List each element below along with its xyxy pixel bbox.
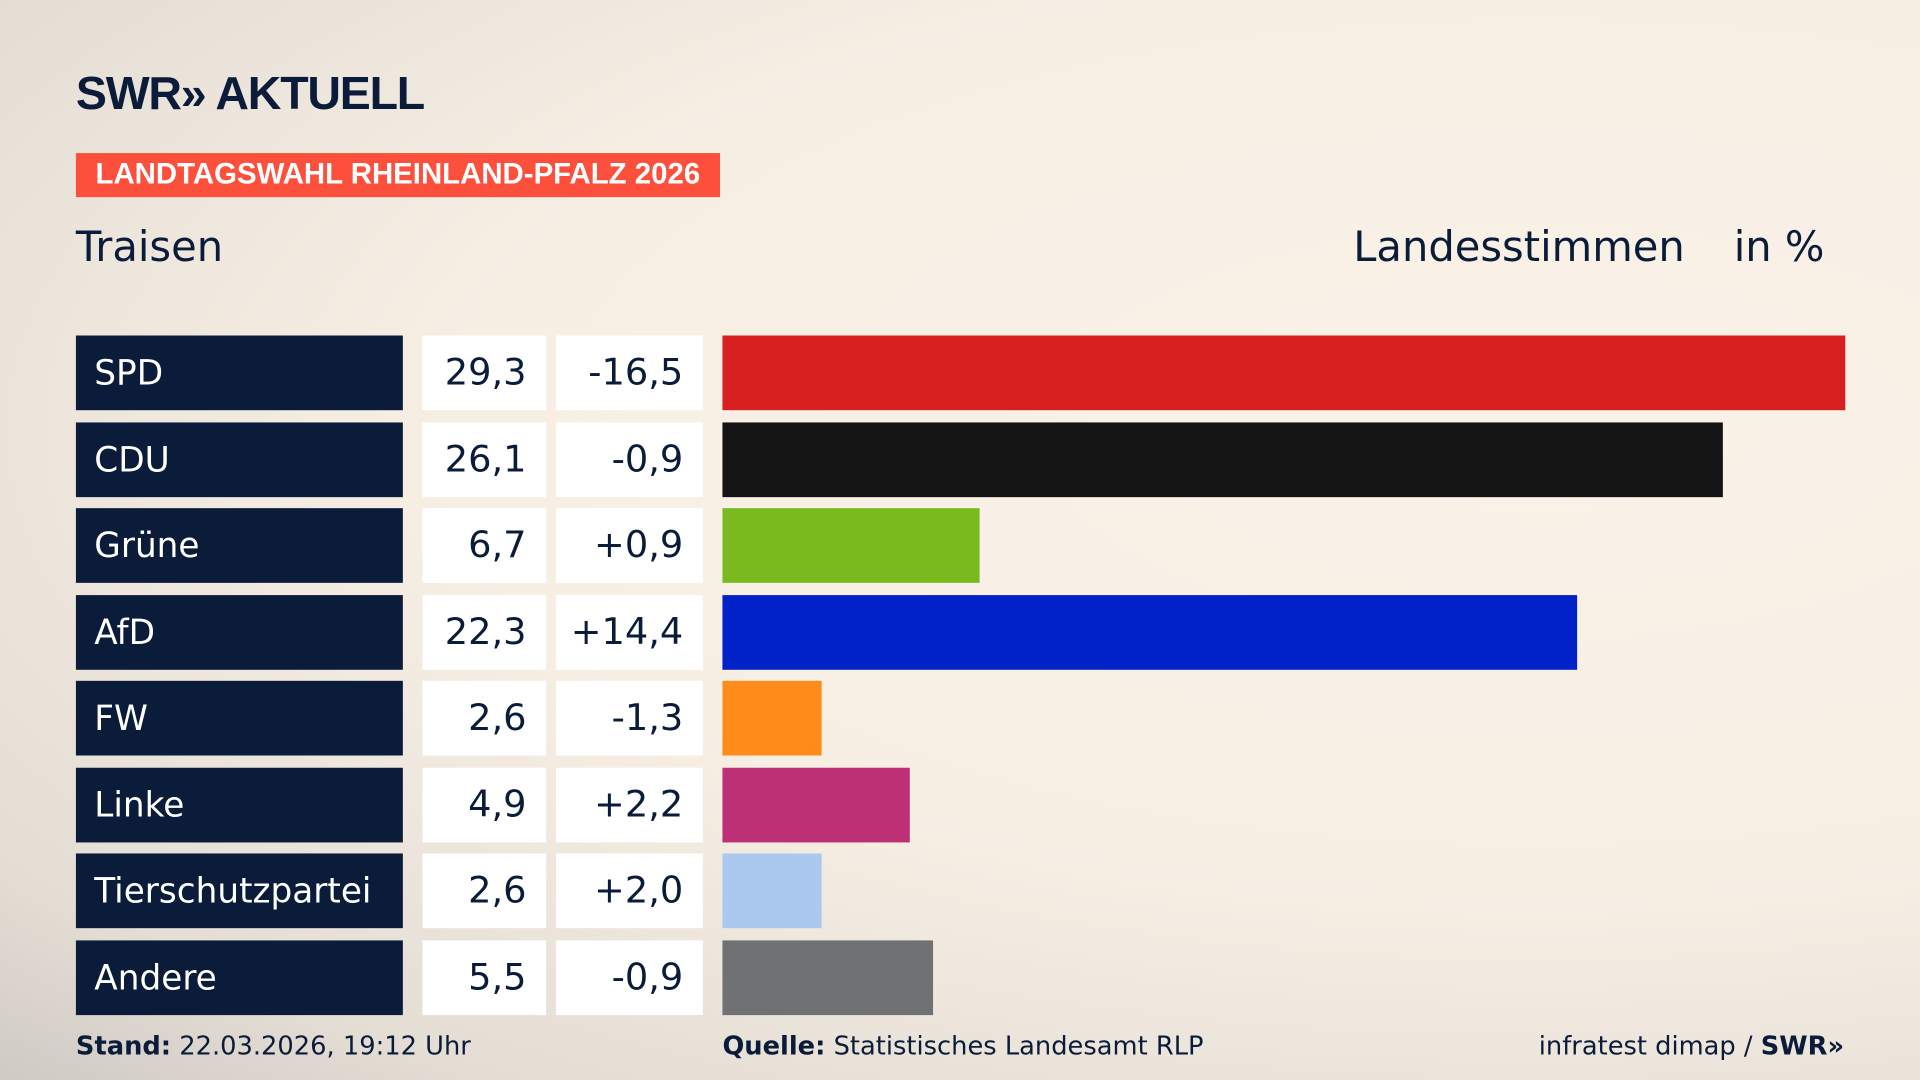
value-label: 2,6 [422, 680, 547, 756]
bar [722, 594, 1578, 670]
stand-label: Stand: [75, 1031, 172, 1061]
bar [722, 508, 980, 583]
value-label: 22,3 [422, 594, 547, 670]
party-label: Linke [75, 767, 403, 842]
source-label: Quelle: [722, 1031, 826, 1061]
bar [722, 767, 911, 842]
stand-value: 22.03.2026, 19:12 Uhr [179, 1031, 471, 1061]
value-label: 6,7 [422, 508, 547, 583]
diff-label: +0,9 [555, 508, 703, 583]
diff-label: +14,4 [555, 594, 703, 670]
measure-label: Landesstimmen [1353, 222, 1685, 272]
diff-label: -0,9 [555, 421, 703, 497]
party-label: CDU [75, 421, 403, 497]
diff-label: +2,2 [555, 767, 703, 842]
party-label: Andere [75, 939, 403, 1015]
election-badge: LANDTAGSWAHL RHEINLAND-PFALZ 2026 [75, 153, 720, 198]
party-label: FW [75, 680, 403, 756]
party-label: SPD [75, 335, 403, 411]
diff-label: -0,9 [555, 939, 703, 1015]
source-value: Statistisches Landesamt RLP [833, 1031, 1204, 1061]
credit: infratest dimap / SWR» [1539, 1031, 1844, 1060]
region-title: Traisen [75, 222, 224, 272]
party-label: Grüne [75, 508, 403, 583]
value-label: 26,1 [422, 421, 547, 497]
value-label: 5,5 [422, 939, 547, 1015]
measure-title: Landesstimmen in % [1304, 223, 1824, 272]
bar [722, 680, 823, 756]
credit-text: infratest dimap / [1538, 1031, 1761, 1061]
diff-label: -16,5 [555, 335, 703, 411]
swr-aktuell-logo: SWR» AKTUELL [75, 68, 425, 121]
bar [722, 421, 1723, 497]
party-label: AfD [75, 594, 403, 670]
bar [722, 939, 934, 1015]
swr-logo: SWR» [1760, 1031, 1845, 1061]
party-label: Tierschutzpartei [75, 853, 403, 929]
value-label: 4,9 [422, 767, 547, 842]
timestamp: Stand: 22.03.2026, 19:12 Uhr [76, 1031, 471, 1060]
source: Quelle: Statistisches Landesamt RLP [722, 1031, 1203, 1060]
bar [722, 853, 823, 929]
value-label: 29,3 [422, 335, 547, 411]
unit-label: in % [1733, 222, 1825, 272]
value-label: 2,6 [422, 853, 547, 929]
diff-label: -1,3 [555, 680, 703, 756]
bar [722, 335, 1846, 411]
diff-label: +2,0 [555, 853, 703, 929]
